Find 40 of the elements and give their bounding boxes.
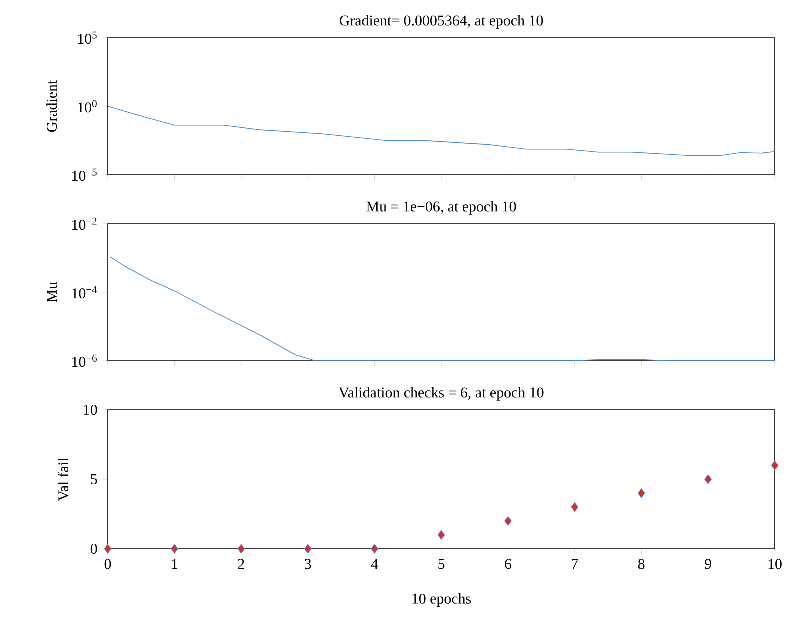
x-tick-label: 3 (305, 559, 312, 570)
x-tick-label: 4 (371, 559, 378, 570)
point (638, 488, 646, 498)
y-tick-label: 10$^{−4}$ (72, 286, 98, 299)
point (704, 474, 712, 484)
point (571, 502, 579, 512)
x-tick-label: 9 (705, 559, 712, 570)
y-axis-title: Gradient (46, 80, 58, 132)
point (238, 544, 246, 554)
x-tick-label: 5 (438, 559, 445, 570)
y-tick-label: 0 (90, 544, 98, 554)
chart-title: Gradient= 0.0005364, at epoch 10 (340, 15, 544, 29)
y-axis-title: Mu (47, 282, 58, 302)
x-axis-title: 10 epochs (412, 593, 472, 607)
point (504, 516, 512, 526)
point (304, 544, 312, 554)
y-tick-label: 10$^{−5}$ (72, 168, 97, 182)
y-tick-label: 10$^{−6}$ (72, 354, 98, 368)
y-axis-title: Val fail (58, 458, 69, 502)
point (438, 530, 446, 540)
y-tick-label: 10 (84, 404, 98, 416)
x-tick-label: 6 (505, 559, 512, 570)
y-tick-label: 5 (91, 474, 98, 484)
y-tick-label: 10$^{−2}$ (72, 218, 97, 230)
point (371, 544, 378, 554)
line-series (110, 256, 776, 361)
x-tick-label: 10 (768, 559, 782, 570)
x-tick-label: 8 (638, 559, 645, 570)
x-tick-label: 2 (238, 559, 244, 570)
x-tick-label: 1 (172, 559, 178, 570)
x-tick-label: 7 (572, 559, 578, 569)
point (104, 544, 112, 554)
y-tick-label: 10$^{0}$ (78, 100, 97, 113)
x-tick-label: 0 (104, 559, 112, 570)
y-tick-label: 10$^{5}$ (78, 32, 97, 44)
point (771, 460, 779, 470)
line-series (108, 106, 776, 156)
point (171, 544, 178, 554)
chart-title: Mu = 1e−06, at epoch 10 (366, 201, 516, 215)
chart-title: Validation checks = 6, at epoch 10 (338, 387, 544, 401)
